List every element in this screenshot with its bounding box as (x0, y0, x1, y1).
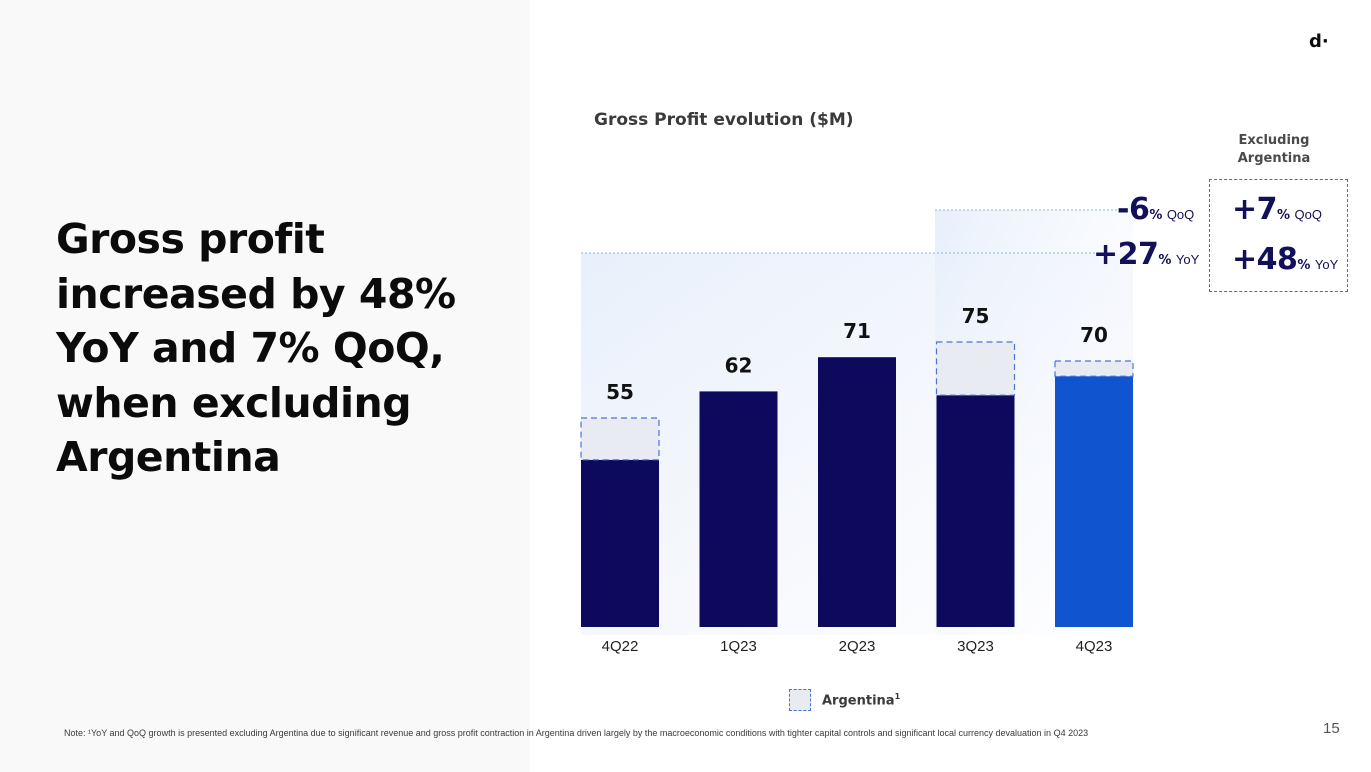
footnote: Note: ¹YoY and QoQ growth is presented e… (64, 728, 1089, 738)
category-label-1q23: 1Q23 (720, 638, 757, 655)
qoq-growth: -6% QoQ (1117, 192, 1194, 227)
value-label-4q22: 55 (606, 380, 634, 404)
chart-title: Gross Profit evolution ($M) (594, 110, 854, 130)
bar-3q23 (936, 395, 1015, 627)
legend-footnote-marker: 1 (894, 692, 901, 701)
headline: Gross profit increased by 48% YoY and 7%… (56, 215, 456, 481)
bar-4q22 (581, 459, 659, 627)
value-label-4q23: 70 (1080, 323, 1108, 347)
excl-qoq-pct: % (1277, 208, 1291, 223)
logo: d· (1309, 31, 1329, 52)
qoq-growth-value: -6 (1117, 192, 1150, 227)
excluding-argentina-box (1209, 179, 1348, 292)
excluding-title-line2: Argentina (1237, 151, 1311, 166)
excl-yoy-unit: YoY (1314, 257, 1339, 272)
bar-4q23 (1055, 376, 1133, 627)
page-number: 15 (1323, 720, 1340, 737)
value-label-3q23: 75 (962, 304, 990, 328)
legend-label-text: Argentina (822, 693, 895, 709)
bar-argentina-3q23 (935, 341, 1016, 396)
yoy-growth-value: +27 (1093, 237, 1159, 272)
category-label-2q23: 2Q23 (839, 638, 876, 655)
qoq-growth-pct: % (1149, 208, 1163, 223)
excl-yoy-value: +48 (1232, 242, 1298, 277)
excl-yoy-pct: % (1297, 258, 1311, 273)
excl-qoq-value: +7 (1232, 192, 1278, 227)
bar-argentina-4q23 (1054, 360, 1134, 377)
legend-swatch-argentina (789, 689, 811, 711)
bar-1q23 (699, 391, 778, 627)
category-label-3q23: 3Q23 (957, 638, 994, 655)
value-label-2q23: 71 (843, 319, 871, 343)
category-label-4q22: 4Q22 (602, 638, 639, 655)
legend-label-argentina: Argentina1 (822, 692, 900, 708)
value-label-1q23: 62 (725, 353, 753, 377)
left-panel (0, 0, 530, 772)
excluding-argentina-title: Excluding Argentina (1224, 132, 1324, 168)
excl-yoy-growth: +48% YoY (1232, 242, 1338, 277)
qoq-growth-unit: QoQ (1166, 207, 1195, 222)
yoy-growth-pct: % (1158, 253, 1172, 268)
bar-argentina-4q22 (580, 417, 660, 461)
category-label-4q23: 4Q23 (1076, 638, 1113, 655)
excluding-title-line1: Excluding (1238, 133, 1310, 148)
bar-2q23 (818, 357, 896, 627)
excl-qoq-growth: +7% QoQ (1232, 192, 1322, 227)
excl-qoq-unit: QoQ (1294, 207, 1322, 222)
yoy-growth-unit: YoY (1175, 252, 1200, 267)
yoy-growth: +27% YoY (1093, 237, 1199, 272)
